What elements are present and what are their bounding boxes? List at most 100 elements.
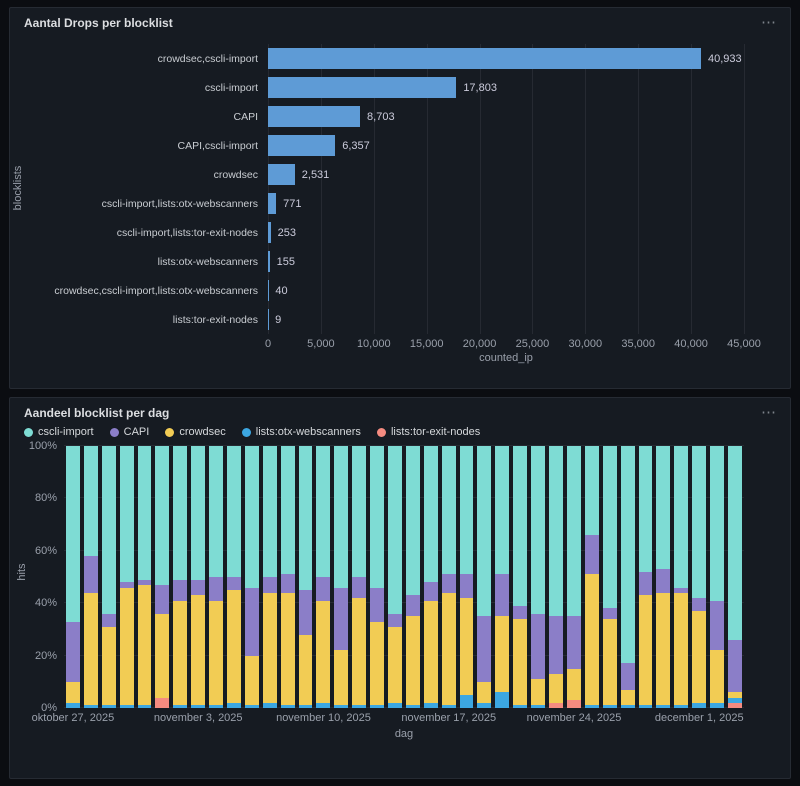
stacked-segment[interactable] [656, 569, 671, 593]
stacked-segment[interactable] [173, 579, 188, 601]
stacked-segment[interactable] [638, 446, 653, 572]
stacked-bar[interactable] [66, 446, 80, 708]
legend-item[interactable]: lists:tor-exit-nodes [376, 426, 480, 438]
bar[interactable] [268, 193, 277, 214]
stacked-segment[interactable] [477, 616, 492, 682]
stacked-segment[interactable] [298, 590, 313, 635]
stacked-segment[interactable] [495, 574, 510, 617]
stacked-segment[interactable] [262, 577, 277, 593]
stacked-segment[interactable] [388, 446, 402, 614]
stacked-segment[interactable] [692, 446, 707, 598]
stacked-segment[interactable] [137, 446, 152, 580]
stacked-segment[interactable] [692, 611, 707, 703]
stacked-segment[interactable] [388, 702, 402, 708]
stacked-segment[interactable] [441, 574, 456, 593]
stacked-bar[interactable] [334, 446, 349, 708]
stacked-bar[interactable] [584, 446, 599, 708]
stacked-bar[interactable] [477, 446, 492, 708]
stacked-segment[interactable] [513, 705, 528, 708]
stacked-segment[interactable] [674, 592, 689, 706]
stacked-bar[interactable] [405, 446, 420, 708]
stacked-bar[interactable] [370, 446, 385, 708]
panel-menu-icon[interactable]: ⋯ [761, 404, 776, 421]
stacked-segment[interactable] [638, 705, 653, 708]
stacked-segment[interactable] [513, 446, 528, 606]
stacked-segment[interactable] [495, 692, 510, 708]
stacked-segment[interactable] [352, 705, 367, 708]
stacked-segment[interactable] [459, 597, 474, 695]
stacked-segment[interactable] [244, 446, 259, 588]
stacked-bar[interactable] [566, 446, 581, 708]
stacked-segment[interactable] [531, 613, 546, 680]
stacked-segment[interactable] [656, 446, 671, 570]
legend-item[interactable]: cscli-import [24, 426, 94, 438]
stacked-segment[interactable] [584, 705, 599, 708]
stacked-segment[interactable] [674, 446, 689, 588]
stacked-segment[interactable] [674, 587, 689, 593]
stacked-segment[interactable] [620, 663, 635, 690]
stacked-bar[interactable] [692, 446, 707, 708]
stacked-segment[interactable] [298, 634, 313, 706]
stacked-bar[interactable] [710, 446, 724, 708]
stacked-segment[interactable] [620, 705, 635, 708]
stacked-bar[interactable] [191, 446, 206, 708]
stacked-segment[interactable] [316, 600, 331, 703]
stacked-segment[interactable] [423, 702, 438, 708]
stacked-bar[interactable] [531, 446, 546, 708]
stacked-segment[interactable] [334, 587, 349, 651]
stacked-bar[interactable] [459, 446, 474, 708]
stacked-segment[interactable] [191, 446, 206, 580]
stacked-segment[interactable] [209, 705, 224, 708]
stacked-segment[interactable] [101, 705, 116, 708]
stacked-segment[interactable] [83, 556, 98, 593]
legend-item[interactable]: CAPI [109, 426, 149, 438]
stacked-segment[interactable] [710, 702, 724, 708]
stacked-segment[interactable] [352, 577, 367, 598]
stacked-segment[interactable] [119, 705, 134, 708]
stacked-bar[interactable] [495, 446, 510, 708]
stacked-segment[interactable] [602, 608, 617, 619]
stacked-segment[interactable] [334, 705, 349, 708]
legend-item[interactable]: crowdsec [165, 426, 226, 438]
stacked-segment[interactable] [227, 590, 241, 703]
stacked-segment[interactable] [262, 702, 277, 708]
stacked-bar[interactable] [173, 446, 188, 708]
stacked-bar[interactable] [298, 446, 313, 708]
stacked-segment[interactable] [727, 702, 742, 708]
stacked-segment[interactable] [370, 705, 385, 708]
stacked-segment[interactable] [244, 655, 259, 706]
stacked-bar[interactable] [209, 446, 224, 708]
stacked-segment[interactable] [459, 574, 474, 598]
stacked-segment[interactable] [423, 582, 438, 601]
stacked-segment[interactable] [370, 446, 385, 588]
stacked-segment[interactable] [316, 702, 331, 708]
stacked-segment[interactable] [602, 446, 617, 609]
stacked-bar[interactable] [155, 446, 170, 708]
stacked-bar[interactable] [638, 446, 653, 708]
stacked-segment[interactable] [566, 668, 581, 701]
stacked-segment[interactable] [119, 582, 134, 588]
stacked-segment[interactable] [227, 577, 241, 591]
stacked-segment[interactable] [727, 639, 742, 693]
stacked-segment[interactable] [441, 592, 456, 706]
stacked-bar[interactable] [101, 446, 116, 708]
stacked-segment[interactable] [191, 579, 206, 596]
stacked-segment[interactable] [710, 650, 724, 703]
stacked-segment[interactable] [101, 626, 116, 706]
stacked-segment[interactable] [262, 592, 277, 703]
stacked-bar[interactable] [388, 446, 402, 708]
stacked-bar[interactable] [137, 446, 152, 708]
stacked-segment[interactable] [298, 446, 313, 591]
stacked-segment[interactable] [692, 597, 707, 612]
stacked-segment[interactable] [66, 446, 80, 622]
stacked-segment[interactable] [477, 681, 492, 703]
panel-menu-icon[interactable]: ⋯ [761, 14, 776, 31]
stacked-segment[interactable] [549, 673, 563, 703]
stacked-segment[interactable] [316, 577, 331, 601]
stacked-segment[interactable] [119, 587, 134, 706]
stacked-bar[interactable] [602, 446, 617, 708]
stacked-segment[interactable] [549, 616, 563, 674]
bar[interactable] [268, 106, 361, 127]
stacked-segment[interactable] [674, 705, 689, 708]
stacked-segment[interactable] [441, 705, 456, 708]
